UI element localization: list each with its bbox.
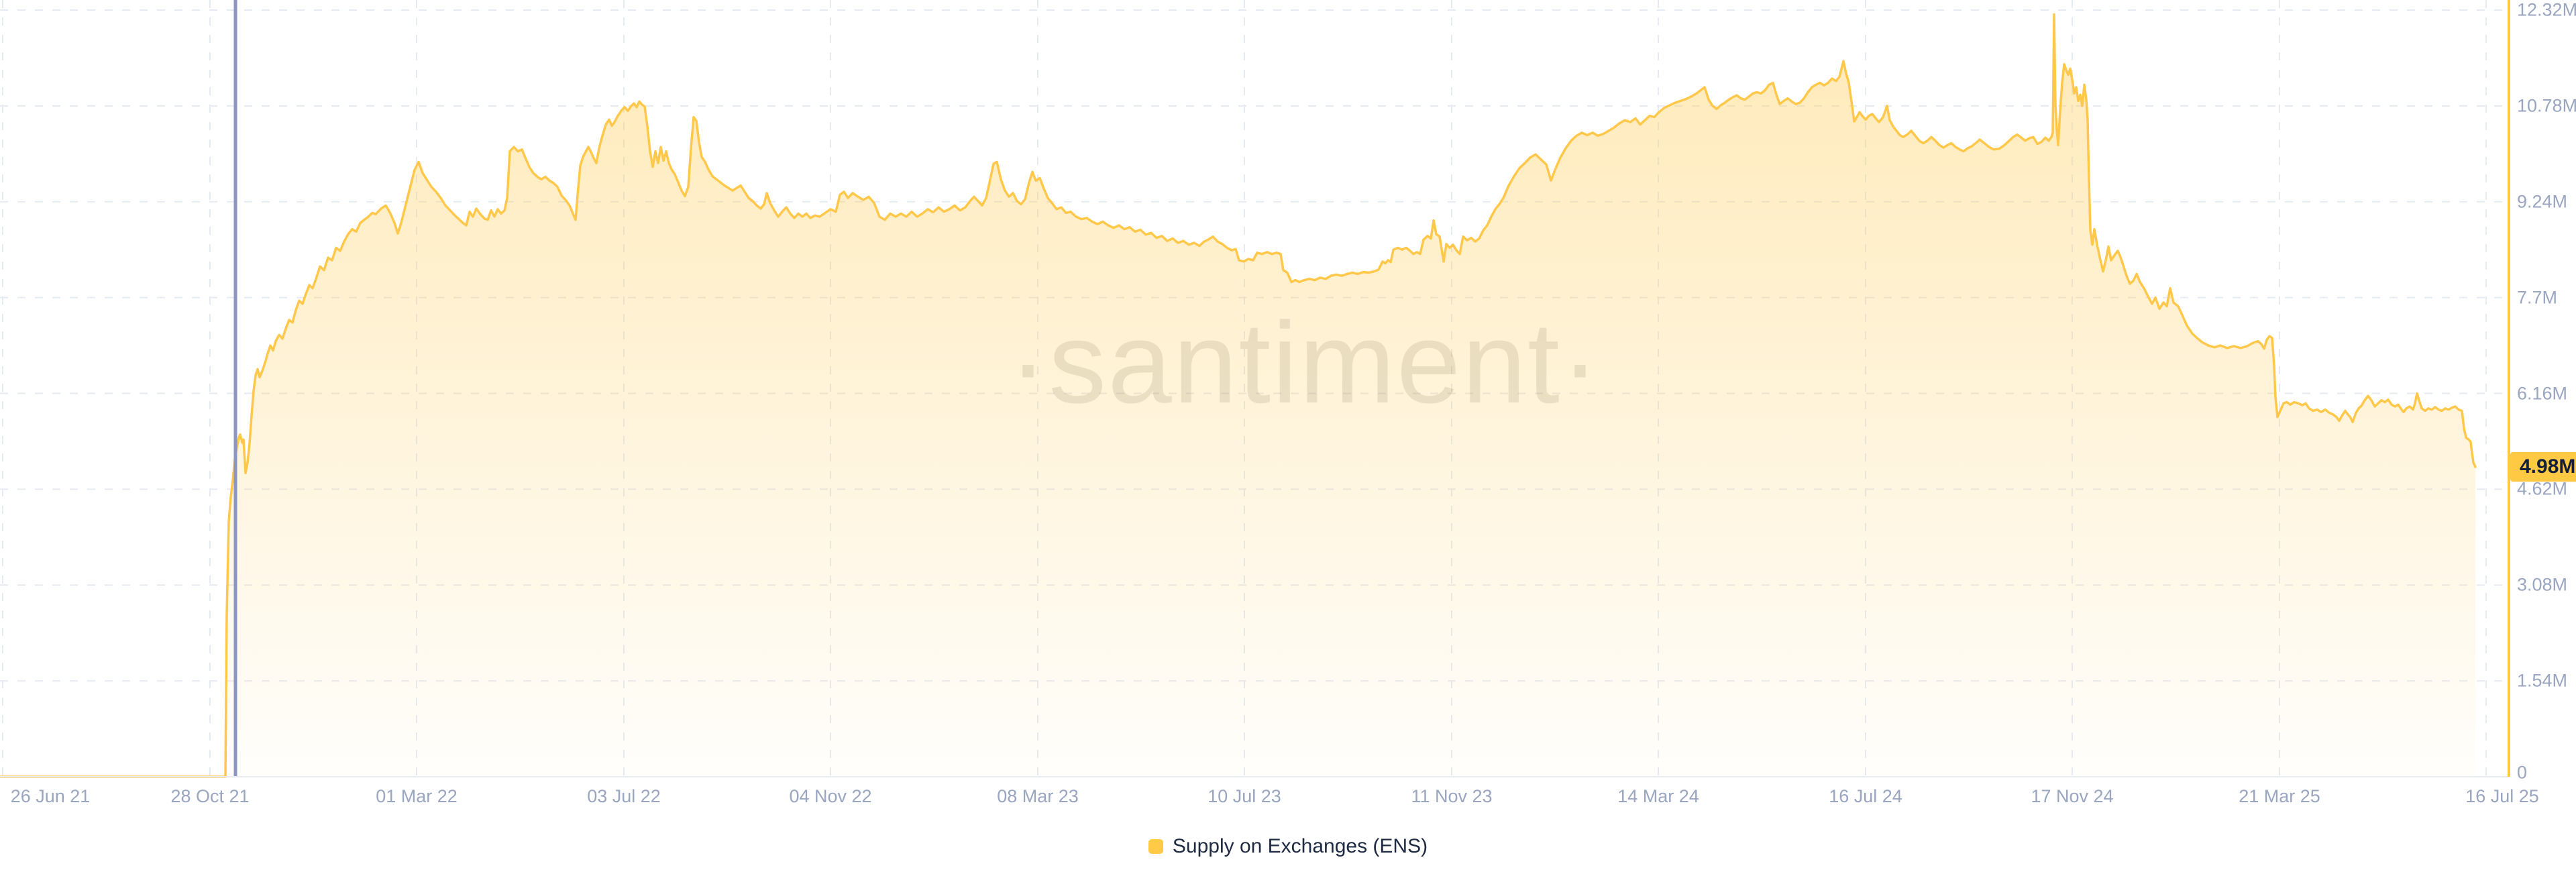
x-axis-label: 03 Jul 22 xyxy=(587,786,661,806)
x-axis-label: 16 Jul 25 xyxy=(2465,786,2539,806)
x-axis-label: 28 Oct 21 xyxy=(170,786,250,806)
y-axis-label: 3.08M xyxy=(2517,574,2568,595)
x-axis-label: 16 Jul 24 xyxy=(1829,786,1902,806)
x-axis-label: 14 Mar 24 xyxy=(1617,786,1699,806)
current-value-badge: 4.98M xyxy=(2510,451,2576,482)
x-axis-label: 04 Nov 22 xyxy=(789,786,872,806)
y-axis-label: 9.24M xyxy=(2517,191,2568,212)
y-axis-label: 12.32M xyxy=(2517,0,2576,20)
x-axis-label: 17 Nov 24 xyxy=(2031,786,2114,806)
y-axis-label: 10.78M xyxy=(2517,95,2576,116)
y-axis-label: 7.7M xyxy=(2517,287,2558,308)
x-axis-label: 08 Mar 23 xyxy=(997,786,1079,806)
x-axis-label: 11 Nov 23 xyxy=(1411,786,1493,806)
x-axis-label: 26 Jun 21 xyxy=(10,786,91,806)
x-axis-label: 10 Jul 23 xyxy=(1208,786,1281,806)
y-axis-label: 4.62M xyxy=(2517,478,2568,499)
series-area xyxy=(0,14,2475,777)
x-axis-label: 21 Mar 25 xyxy=(2239,786,2320,806)
x-axis-label: 01 Mar 22 xyxy=(376,786,458,806)
legend-label[interactable]: Supply on Exchanges (ENS) xyxy=(1172,835,1428,857)
legend-swatch-icon[interactable] xyxy=(1148,839,1163,854)
current-value-text: 4.98M xyxy=(2520,455,2576,478)
legend: Supply on Exchanges (ENS) xyxy=(0,830,2576,863)
series-line xyxy=(0,13,2477,778)
y-axis-label: 0 xyxy=(2517,762,2528,783)
y-axis-label: 1.54M xyxy=(2517,670,2568,691)
y-axis-label: 6.16M xyxy=(2517,383,2568,403)
